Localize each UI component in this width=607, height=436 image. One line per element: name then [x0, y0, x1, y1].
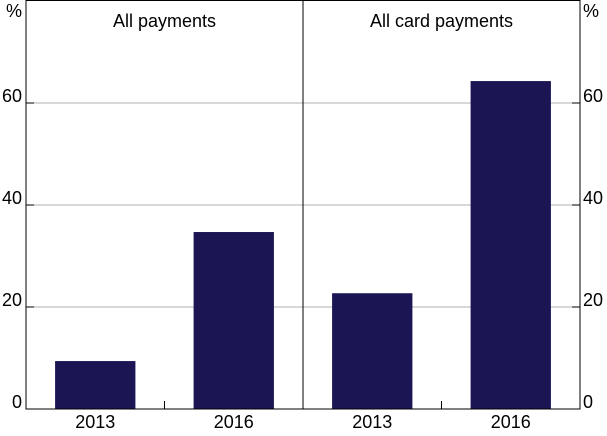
panel-title: All card payments	[370, 11, 513, 31]
x-tick-label: 2013	[75, 412, 115, 431]
y-tick-label: 0	[12, 392, 22, 412]
x-tick-label: 2016	[214, 412, 254, 431]
x-tick-label: 2016	[491, 412, 531, 431]
plot-frame	[25, 0, 581, 410]
bar	[470, 81, 551, 409]
panel-title: All payments	[113, 11, 216, 31]
y-tick-label: 40	[2, 188, 22, 208]
y-unit: %	[583, 1, 599, 21]
y-tick-label: 20	[583, 290, 603, 310]
y-tick-label: 0	[583, 392, 593, 412]
y-tick-label: 20	[2, 290, 22, 310]
bar	[332, 293, 413, 409]
bar	[55, 361, 136, 409]
y-tick-label: 40	[583, 188, 603, 208]
y-unit: %	[6, 1, 22, 21]
y-tick-label: 60	[583, 86, 603, 106]
y-tick-label: 60	[2, 86, 22, 106]
bar	[193, 232, 274, 409]
x-tick-label: 2013	[352, 412, 392, 431]
